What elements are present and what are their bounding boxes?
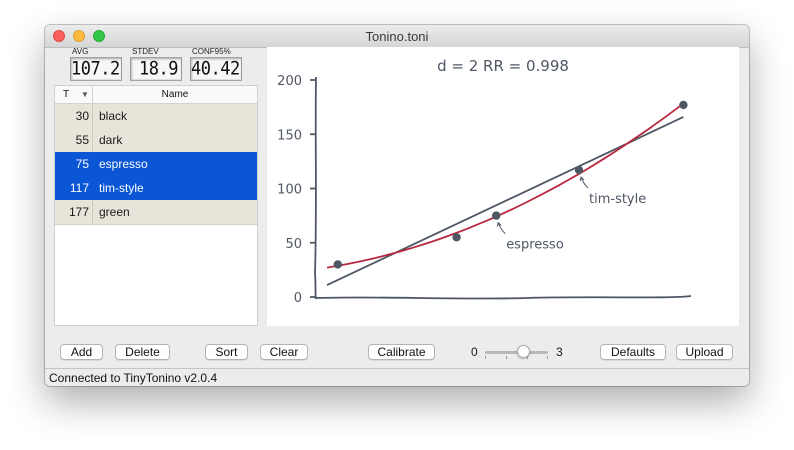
degree-slider-ticks <box>485 356 548 360</box>
avg-value: 107.2 <box>70 57 122 81</box>
cell-name: green <box>99 205 130 219</box>
status-bar: Connected to TinyTonino v2.0.4 <box>45 368 749 386</box>
table-row-selected[interactable]: 75 espresso <box>55 152 257 177</box>
annotation-arrow-head <box>496 221 502 227</box>
table-row[interactable]: 30 black <box>55 104 257 129</box>
y-tick-label: 150 <box>277 128 302 143</box>
stdev-value: 18.9 <box>130 57 182 81</box>
cell-t: 75 <box>75 157 89 171</box>
degree-slider-thumb[interactable] <box>517 345 530 358</box>
plot-canvas: d = 2 RR = 0.998 200 150 100 50 0 espresso ti… <box>277 57 692 306</box>
cell-t: 55 <box>75 133 89 147</box>
cell-t: 30 <box>75 109 89 123</box>
calibration-table: T ▼ Name 30 black 55 dark 75 espresso 11… <box>54 85 258 326</box>
point-label: espresso <box>506 238 564 253</box>
degree-slider-track[interactable] <box>485 351 548 354</box>
status-text: Connected to TinyTonino v2.0.4 <box>49 371 218 385</box>
cell-name: espresso <box>99 157 148 171</box>
table-row[interactable]: 177 green <box>55 200 257 225</box>
table-row-selected[interactable]: 117 tim-style <box>55 176 257 201</box>
table-row[interactable]: 55 dark <box>55 128 257 153</box>
y-axis <box>314 76 317 300</box>
column-header-t[interactable]: T ▼ <box>55 86 93 104</box>
title-bar: Tonino.toni <box>45 25 749 48</box>
y-tick-label: 200 <box>277 74 302 89</box>
stdev-label: STDEV <box>132 47 159 56</box>
upload-button[interactable]: Upload <box>676 344 733 360</box>
y-tick-label: 50 <box>285 237 302 252</box>
data-point[interactable] <box>492 211 501 220</box>
conf95-value: 40.42 <box>190 57 242 81</box>
data-point[interactable] <box>452 233 461 242</box>
x-axis <box>315 295 692 300</box>
sort-descending-icon: ▼ <box>81 90 89 99</box>
calibration-plot: d = 2 RR = 0.998 200 150 100 50 0 espresso ti… <box>267 47 739 326</box>
zoom-window-button[interactable] <box>93 30 105 42</box>
cell-name: black <box>99 109 128 123</box>
avg-display: AVG 107.2 <box>70 47 122 81</box>
defaults-button[interactable]: Defaults <box>600 344 666 360</box>
cell-t: 117 <box>69 181 89 195</box>
plot-title: d = 2 RR = 0.998 <box>437 57 569 75</box>
data-point[interactable] <box>679 100 688 110</box>
cell-t: 177 <box>68 205 89 219</box>
calibrate-button[interactable]: Calibrate <box>368 344 435 360</box>
cell-name: tim-style <box>99 181 144 195</box>
conf95-display: CONF95% 40.42 <box>190 47 242 81</box>
window-title: Tonino.toni <box>365 29 429 44</box>
minimize-window-button[interactable] <box>73 30 85 42</box>
sort-button[interactable]: Sort <box>205 344 248 360</box>
column-header-t-label: T <box>63 89 70 100</box>
y-tick-label: 0 <box>294 291 302 306</box>
data-point[interactable] <box>333 260 342 269</box>
degree-slider-min-label: 0 <box>471 345 478 359</box>
column-header-name[interactable]: Name <box>93 86 257 104</box>
app-window: Tonino.toni AVG 107.2 STDEV 18.9 CONF95%… <box>45 25 749 386</box>
cell-name: dark <box>99 133 123 147</box>
avg-label: AVG <box>72 47 89 56</box>
stdev-display: STDEV 18.9 <box>130 47 182 81</box>
clear-button[interactable]: Clear <box>260 344 308 360</box>
point-label: tim-style <box>589 192 646 207</box>
quadratic-fit-curve <box>326 102 684 269</box>
add-button[interactable]: Add <box>60 344 103 360</box>
y-tick-label: 100 <box>277 183 302 198</box>
data-point[interactable] <box>574 165 584 175</box>
close-window-button[interactable] <box>53 30 65 42</box>
degree-slider-max-label: 3 <box>556 345 563 359</box>
annotation-arrow-head <box>579 176 585 182</box>
delete-button[interactable]: Delete <box>115 344 170 360</box>
conf95-label: CONF95% <box>192 47 231 56</box>
